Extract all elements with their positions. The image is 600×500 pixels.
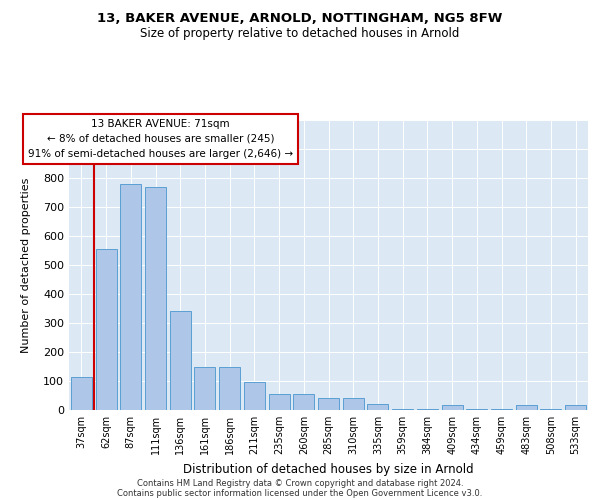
Text: 13, BAKER AVENUE, ARNOLD, NOTTINGHAM, NG5 8FW: 13, BAKER AVENUE, ARNOLD, NOTTINGHAM, NG…	[97, 12, 503, 26]
Bar	[269, 394, 290, 410]
Bar	[491, 408, 512, 410]
Text: Contains HM Land Registry data © Crown copyright and database right 2024.: Contains HM Land Registry data © Crown c…	[137, 478, 463, 488]
Bar	[367, 404, 388, 410]
Bar	[442, 405, 463, 410]
Bar	[244, 382, 265, 410]
Bar	[318, 398, 339, 410]
Bar	[417, 408, 438, 410]
Bar	[293, 394, 314, 410]
Bar	[466, 408, 487, 410]
Bar	[194, 366, 215, 410]
Bar	[516, 405, 537, 410]
Y-axis label: Number of detached properties: Number of detached properties	[20, 178, 31, 352]
Text: Contains public sector information licensed under the Open Government Licence v3: Contains public sector information licen…	[118, 488, 482, 498]
Bar	[219, 366, 240, 410]
Bar	[145, 186, 166, 410]
Bar	[71, 377, 92, 410]
Bar	[95, 249, 116, 410]
Bar	[541, 408, 562, 410]
X-axis label: Distribution of detached houses by size in Arnold: Distribution of detached houses by size …	[183, 462, 474, 475]
Text: Size of property relative to detached houses in Arnold: Size of property relative to detached ho…	[140, 28, 460, 40]
Bar	[565, 405, 586, 410]
Bar	[120, 184, 141, 410]
Bar	[343, 398, 364, 410]
Bar	[170, 312, 191, 410]
Text: 13 BAKER AVENUE: 71sqm
← 8% of detached houses are smaller (245)
91% of semi-det: 13 BAKER AVENUE: 71sqm ← 8% of detached …	[28, 119, 293, 158]
Bar	[392, 408, 413, 410]
